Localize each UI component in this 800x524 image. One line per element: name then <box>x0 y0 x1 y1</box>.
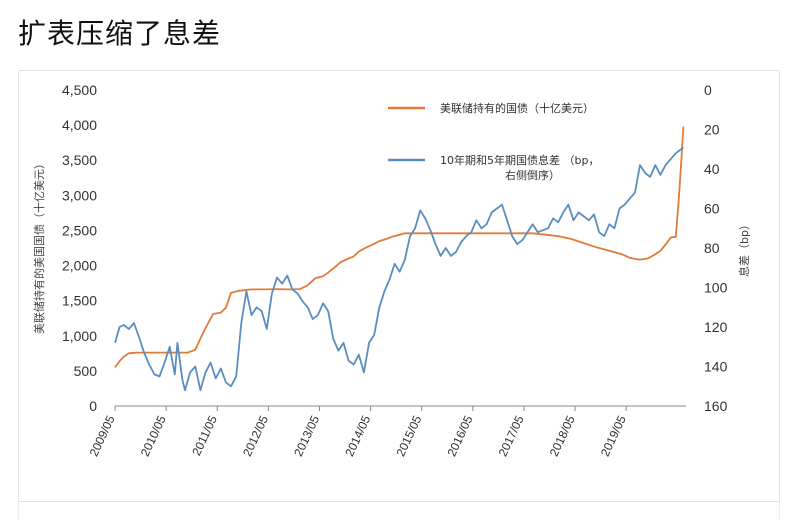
x-tick-label: 2011/05 <box>189 413 220 458</box>
legend-label-spread-line1: 10年期和5年期国债息差 （bp， <box>440 153 599 167</box>
left-tick-label: 4,500 <box>62 82 97 98</box>
x-axis-ticks: 2009/05 2010/05 2011/05 2012/05 2013/05 2014/… <box>87 406 629 459</box>
legend-label-balance: 美联储持有的国债（十亿美元） <box>440 101 594 115</box>
x-tick-label: 2010/05 <box>138 413 169 459</box>
right-tick-label: 80 <box>704 240 720 256</box>
page-title: 扩表压缩了息差 <box>18 17 222 50</box>
chart-bottom-band <box>18 500 780 520</box>
left-tick-label: 4,000 <box>62 117 97 133</box>
left-tick-label: 1,500 <box>62 293 97 309</box>
x-tick-label: 2013/05 <box>291 413 322 459</box>
right-tick-label: 100 <box>704 280 728 296</box>
right-tick-label: 60 <box>704 201 720 217</box>
left-tick-label: 2,500 <box>62 222 97 238</box>
x-tick-label: 2009/05 <box>87 413 118 459</box>
left-axis-label: 美联储持有的美国国债（十亿美元） <box>32 158 46 334</box>
right-axis-label: 息差（bp） <box>737 219 751 277</box>
chart-frame <box>18 70 780 502</box>
left-tick-label: 3,000 <box>62 187 97 203</box>
right-axis-ticks: 0 20 40 60 80 100 120 140 160 <box>704 82 728 414</box>
x-tick-label: 2015/05 <box>393 413 424 459</box>
series-layer <box>114 126 685 392</box>
right-tick-label: 40 <box>704 161 720 177</box>
right-tick-label: 0 <box>704 82 712 98</box>
x-tick-label: 2012/05 <box>240 413 271 459</box>
right-tick-label: 120 <box>704 319 728 335</box>
left-tick-label: 3,500 <box>62 152 97 168</box>
right-tick-label: 20 <box>704 122 720 138</box>
left-axis-ticks: 0 500 1,000 1,500 2,000 2,500 3,000 3,500 4,000 4… <box>62 82 97 414</box>
series-line-10y-5y-spread <box>114 146 684 392</box>
x-tick-label: 2014/05 <box>342 413 373 459</box>
legend-label-spread: 10年期和5年期国债息差 （bp， 右侧倒序） <box>440 153 603 182</box>
left-tick-label: 1,000 <box>62 328 97 344</box>
right-tick-label: 140 <box>704 359 728 375</box>
left-tick-label: 500 <box>74 363 98 379</box>
x-tick-label: 2017/05 <box>496 413 527 459</box>
left-tick-label: 0 <box>89 398 97 414</box>
right-tick-label: 160 <box>704 398 728 414</box>
x-tick-label: 2018/05 <box>547 413 578 459</box>
series-line-fed-treasury-holdings <box>114 126 685 368</box>
x-tick-label: 2016/05 <box>445 413 476 459</box>
legend-label-spread-line2: 右侧倒序） <box>505 168 560 182</box>
left-tick-label: 2,000 <box>62 258 97 274</box>
legend: 美联储持有的国债（十亿美元） 10年期和5年期国债息差 （bp， 右侧倒序） <box>388 101 603 182</box>
x-tick-label: 2019/05 <box>598 413 629 459</box>
